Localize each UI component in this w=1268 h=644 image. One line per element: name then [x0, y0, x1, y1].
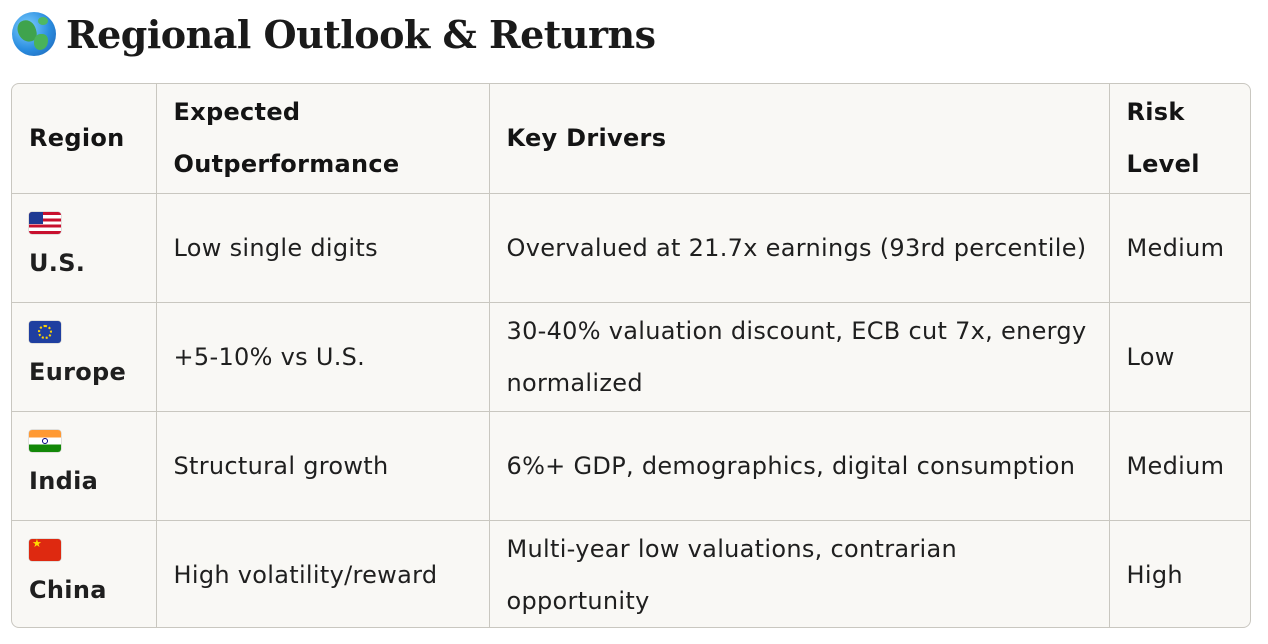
risk-cell: Low	[1109, 302, 1250, 412]
drivers-cell: Multi-year low valuations, contrarian op…	[489, 520, 1110, 627]
drivers-cell: 6%+ GDP, demographics, digital consumpti…	[489, 411, 1110, 521]
column-header-drivers: Key Drivers	[489, 84, 1110, 194]
regional-outlook-table: Region Expected Outperformance Key Drive…	[11, 83, 1251, 628]
table-header-row: Region Expected Outperformance Key Drive…	[12, 84, 1250, 194]
risk-cell: Medium	[1109, 411, 1250, 521]
us-flag-icon	[29, 211, 61, 234]
column-header-outperformance: Expected Outperformance	[156, 84, 490, 194]
region-name: India	[29, 466, 99, 495]
column-header-region: Region	[12, 84, 157, 194]
china-flag-icon	[29, 538, 61, 561]
region-name: Europe	[29, 357, 127, 386]
risk-cell: High	[1126, 560, 1183, 589]
region-name: U.S.	[29, 248, 86, 277]
page-title-row: Regional Outlook & Returns	[12, 6, 656, 62]
region-cell: U.S.	[12, 193, 157, 303]
region-name: China	[29, 575, 107, 604]
page-title: Regional Outlook & Returns	[66, 11, 656, 57]
table-row: Europe +5-10% vs U.S. 30-40% valuation d…	[12, 302, 1250, 412]
drivers-cell: Overvalued at 21.7x earnings (93rd perce…	[489, 193, 1110, 303]
region-cell: China	[12, 520, 157, 627]
table-row: U.S. Low single digits Overvalued at 21.…	[12, 193, 1250, 303]
globe-icon	[12, 12, 56, 56]
column-header-risk: Risk Level	[1109, 84, 1250, 194]
drivers-cell: 30-40% valuation discount, ECB cut 7x, e…	[489, 302, 1110, 412]
outperformance-cell: High volatility/reward	[156, 520, 490, 627]
outperformance-cell: Structural growth	[156, 411, 490, 521]
table-row: India Structural growth 6%+ GDP, demogra…	[12, 411, 1250, 521]
outperformance-cell: +5-10% vs U.S.	[156, 302, 490, 412]
india-flag-icon	[29, 429, 61, 452]
outperformance-cell: Low single digits	[156, 193, 490, 303]
region-cell: Europe	[12, 302, 157, 412]
table-row: China High volatility/reward Multi-year …	[12, 520, 1250, 627]
risk-cell: Medium	[1109, 193, 1250, 303]
eu-flag-icon	[29, 320, 61, 343]
region-cell: India	[12, 411, 157, 521]
